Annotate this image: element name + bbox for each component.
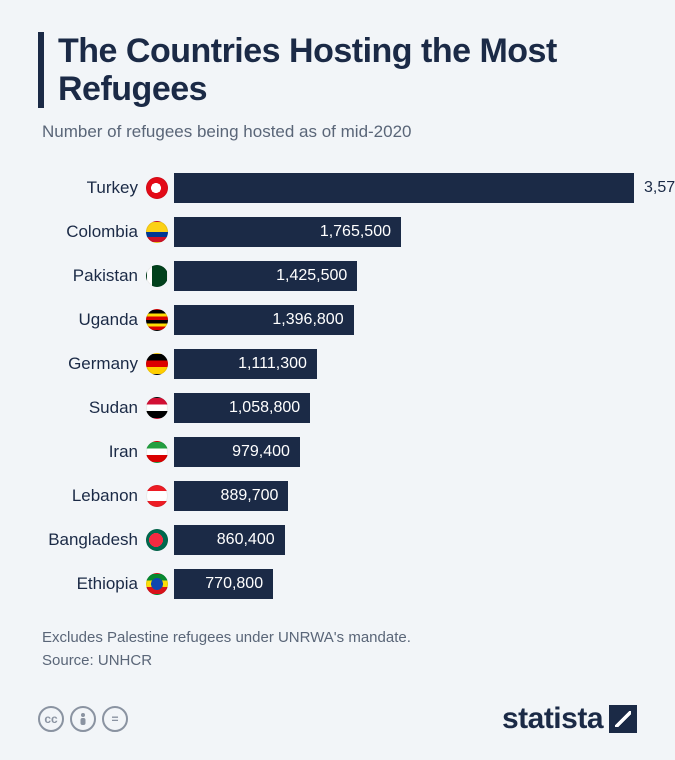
bar-track: 770,800 (174, 569, 637, 599)
flag-icon (146, 441, 168, 463)
chart-subtitle: Number of refugees being hosted as of mi… (42, 122, 637, 142)
bar-value: 3,577,500 (644, 179, 675, 197)
bar: 1,765,500 (174, 217, 401, 247)
bar-value: 1,058,800 (229, 399, 300, 417)
chart-title: The Countries Hosting the Most Refugees (58, 32, 637, 108)
footer: cc = statista (38, 702, 637, 736)
bar: 1,111,300 (174, 349, 317, 379)
bar-value: 770,800 (205, 575, 263, 593)
bar-track: 3,577,500 (174, 173, 637, 203)
bar: 1,425,500 (174, 261, 357, 291)
brand: statista (502, 702, 637, 736)
bar-track: 1,058,800 (174, 393, 637, 423)
chart-row: Bangladesh 860,400 (42, 522, 637, 558)
bar-chart: Turkey 3,577,500 Colombia 1,765,500 Pakistan… (42, 170, 637, 602)
bar: 1,396,800 (174, 305, 354, 335)
infographic-container: The Countries Hosting the Most Refugees … (0, 0, 675, 760)
bar: 770,800 (174, 569, 273, 599)
cc-icon: cc (38, 706, 64, 732)
country-label: Uganda (42, 310, 146, 330)
country-label: Iran (42, 442, 146, 462)
flag-icon (146, 397, 168, 419)
chart-row: Turkey 3,577,500 (42, 170, 637, 206)
chart-row: Ethiopia 770,800 (42, 566, 637, 602)
country-label: Sudan (42, 398, 146, 418)
chart-row: Pakistan 1,425,500 (42, 258, 637, 294)
chart-row: Sudan 1,058,800 (42, 390, 637, 426)
license-icons: cc = (38, 706, 128, 732)
title-block: The Countries Hosting the Most Refugees (38, 32, 637, 108)
chart-row: Colombia 1,765,500 (42, 214, 637, 250)
flag-icon (146, 265, 168, 287)
bar: 979,400 (174, 437, 300, 467)
brand-name: statista (502, 702, 603, 736)
flag-icon (146, 221, 168, 243)
chart-row: Lebanon 889,700 (42, 478, 637, 514)
bar: 889,700 (174, 481, 288, 511)
chart-row: Germany 1,111,300 (42, 346, 637, 382)
country-label: Bangladesh (42, 530, 146, 550)
bar-value: 1,765,500 (320, 223, 391, 241)
bar-track: 889,700 (174, 481, 637, 511)
country-label: Lebanon (42, 486, 146, 506)
brand-mark-icon (609, 705, 637, 733)
flag-icon (146, 529, 168, 551)
country-label: Ethiopia (42, 574, 146, 594)
nd-icon: = (102, 706, 128, 732)
flag-icon (146, 353, 168, 375)
bar-value: 1,396,800 (272, 311, 343, 329)
bar-value: 1,425,500 (276, 267, 347, 285)
footnote-exclusion: Excludes Palestine refugees under UNRWA'… (42, 626, 637, 649)
flag-icon (146, 485, 168, 507)
bar-track: 860,400 (174, 525, 637, 555)
country-label: Pakistan (42, 266, 146, 286)
flag-icon (146, 177, 168, 199)
by-icon (70, 706, 96, 732)
bar-value: 860,400 (217, 531, 275, 549)
bar: 3,577,500 (174, 173, 634, 203)
bar-value: 889,700 (221, 487, 279, 505)
bar-value: 979,400 (232, 443, 290, 461)
bar: 1,058,800 (174, 393, 310, 423)
footnote: Excludes Palestine refugees under UNRWA'… (42, 626, 637, 673)
country-label: Turkey (42, 178, 146, 198)
flag-icon (146, 309, 168, 331)
bar-track: 1,111,300 (174, 349, 637, 379)
bar-track: 979,400 (174, 437, 637, 467)
chart-row: Iran 979,400 (42, 434, 637, 470)
footnote-source: Source: UNHCR (42, 649, 637, 672)
country-label: Colombia (42, 222, 146, 242)
chart-row: Uganda 1,396,800 (42, 302, 637, 338)
bar-track: 1,425,500 (174, 261, 637, 291)
flag-icon (146, 573, 168, 595)
country-label: Germany (42, 354, 146, 374)
bar-track: 1,765,500 (174, 217, 637, 247)
bar-track: 1,396,800 (174, 305, 637, 335)
bar-value: 1,111,300 (238, 355, 307, 373)
bar: 860,400 (174, 525, 285, 555)
